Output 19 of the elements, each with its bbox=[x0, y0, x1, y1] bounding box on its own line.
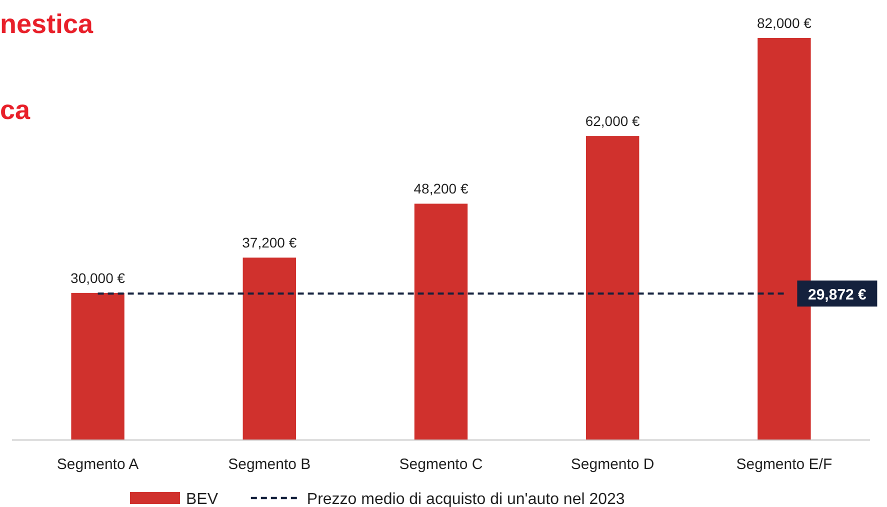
data-label: 37,200 € bbox=[242, 234, 297, 251]
legend-label: BEV bbox=[186, 491, 218, 507]
data-label: 30,000 € bbox=[70, 270, 126, 286]
data-label: 48,200 € bbox=[414, 180, 468, 197]
x-tick-label: Segmento E/F bbox=[736, 456, 832, 473]
x-tick-label: Segmento A bbox=[56, 456, 139, 473]
bar bbox=[71, 292, 124, 440]
x-tick-label: Segmento C bbox=[399, 456, 483, 473]
x-tick-label: Segmento D bbox=[570, 456, 654, 473]
annotation: 29,872 € bbox=[808, 286, 868, 304]
data-label: 82,000 € bbox=[756, 15, 812, 31]
annotation: nestica bbox=[0, 9, 94, 39]
bar bbox=[586, 136, 640, 440]
x-tick-label: Segmento B bbox=[228, 456, 311, 473]
bar bbox=[414, 204, 468, 440]
annotation: ca bbox=[0, 95, 32, 125]
legend-label: Prezzo medio di acquisto di un'auto nel 2023 bbox=[306, 491, 625, 507]
data-label: 62,000 € bbox=[585, 113, 640, 130]
bar bbox=[242, 258, 296, 440]
